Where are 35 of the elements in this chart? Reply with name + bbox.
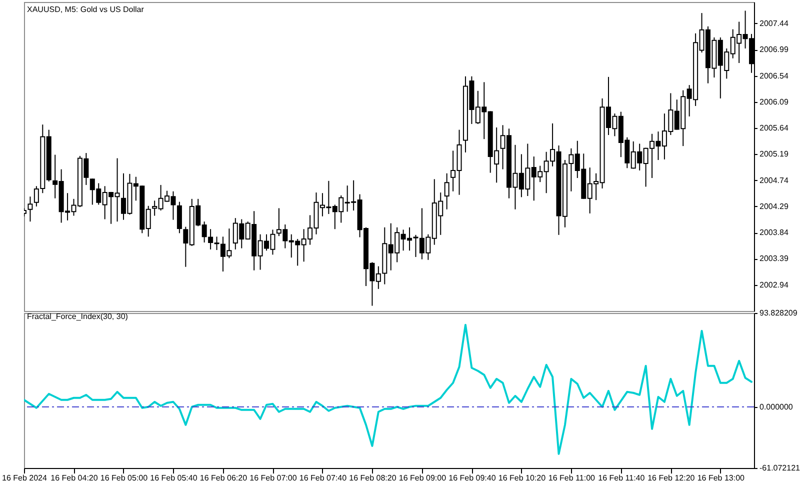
x-tick-label: 16 Feb 10:20 <box>498 474 546 482</box>
y-tick-label: 2006.09 <box>760 97 789 106</box>
y-tick-label: 2002.94 <box>760 280 789 290</box>
chart-title: Fractal_Force_Index(30, 30) <box>27 312 128 321</box>
x-tick-label: 16 Feb 12:20 <box>648 474 696 482</box>
y-tick-label: 2005.64 <box>760 124 789 133</box>
candlestick <box>444 172 450 210</box>
y-tick-label: -61.072121 <box>760 464 800 472</box>
x-tick-label: 16 Feb 09:40 <box>448 474 496 482</box>
y-tick-label: 2006.54 <box>760 71 789 80</box>
x-tick-label: 16 Feb 13:00 <box>697 474 746 482</box>
y-tick-label: 2004.74 <box>760 176 789 185</box>
y-tick-label: 2003.39 <box>760 254 789 264</box>
chart-title: XAUUSD, M5: Gold vs US Dollar <box>27 5 144 14</box>
y-tick-label: 93.828209 <box>760 308 798 318</box>
x-tick-label: 16 Feb 11:00 <box>548 474 596 482</box>
x-tick-label: 16 Feb 11:40 <box>598 474 646 482</box>
x-tick-label: 16 Feb 04:20 <box>50 474 98 482</box>
y-tick-label: 2006.99 <box>760 45 789 54</box>
x-tick-label: 16 Feb 05:00 <box>100 474 148 482</box>
x-tick-label: 16 Feb 2024 <box>2 474 48 482</box>
y-tick-label: 0.000000 <box>760 402 794 412</box>
y-tick-label: 2003.84 <box>760 228 789 238</box>
x-tick-label: 16 Feb 07:40 <box>299 474 348 482</box>
x-tick-label: 16 Feb 06:20 <box>200 474 248 482</box>
x-tick-label: 16 Feb 05:40 <box>150 474 198 482</box>
line-series <box>24 324 753 455</box>
x-tick-label: 16 Feb 08:20 <box>349 474 397 482</box>
y-tick-label: 2005.19 <box>760 150 789 159</box>
x-tick-label: 16 Feb 07:00 <box>250 474 298 482</box>
candlestick <box>28 196 33 222</box>
y-tick-label: 2004.29 <box>760 202 789 211</box>
candlestick <box>176 201 182 234</box>
x-tick-label: 16 Feb 09:00 <box>398 474 447 482</box>
y-tick-label: 2007.44 <box>760 18 789 28</box>
